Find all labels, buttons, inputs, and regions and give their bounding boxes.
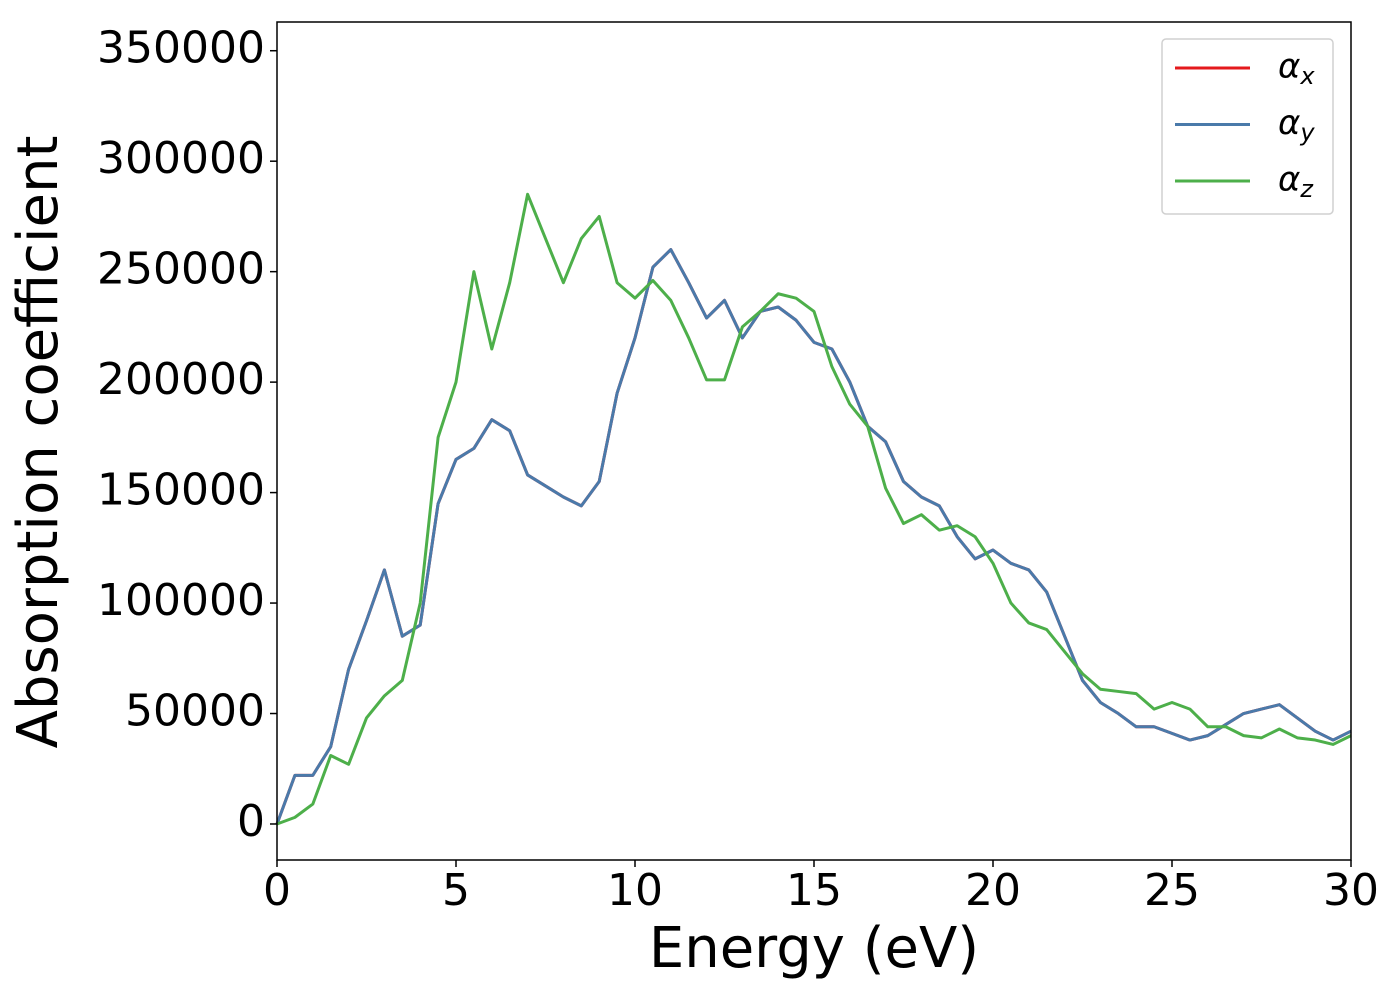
y-tick-label: 50000 (125, 686, 265, 737)
y-tick-label: 200000 (97, 354, 265, 405)
y-tick-label: 0 (237, 796, 265, 847)
line-series (276, 192, 1352, 826)
legend-box (1161, 38, 1334, 215)
y-tick-label: 250000 (97, 244, 265, 295)
x-tick-label: 20 (965, 865, 1021, 916)
y-tick-label: 300000 (97, 133, 265, 184)
x-tick-label: 30 (1323, 865, 1379, 916)
x-axis-label: Energy (eV) (649, 916, 979, 981)
y-tick-label: 150000 (97, 465, 265, 516)
line-series (275, 248, 1352, 825)
x-tick-label: 0 (263, 865, 291, 916)
y-tick-label: 350000 (97, 23, 265, 74)
line-series (275, 248, 1352, 825)
y-axis-label: Absorption coefficient (6, 136, 71, 749)
y-tick-label: 100000 (97, 575, 265, 626)
x-tick-label: 25 (1144, 865, 1200, 916)
x-tick-label: 10 (607, 865, 663, 916)
x-tick-label: 15 (786, 865, 842, 916)
x-tick-label: 5 (442, 865, 470, 916)
